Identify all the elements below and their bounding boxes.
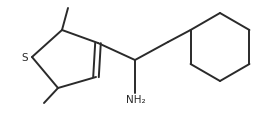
Text: NH₂: NH₂ — [126, 95, 146, 105]
Text: S: S — [22, 53, 28, 63]
